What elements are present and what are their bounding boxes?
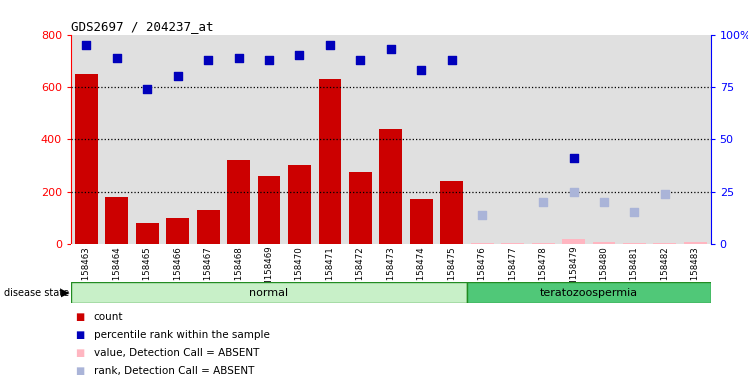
Text: GSM158473: GSM158473 xyxy=(386,246,396,298)
Bar xyxy=(375,35,406,244)
Bar xyxy=(680,35,711,244)
Text: GSM158475: GSM158475 xyxy=(447,246,456,298)
Bar xyxy=(345,35,375,244)
Text: GSM158466: GSM158466 xyxy=(173,246,183,298)
Text: GSM158474: GSM158474 xyxy=(417,246,426,298)
Text: teratozoospermia: teratozoospermia xyxy=(540,288,638,298)
Bar xyxy=(558,35,589,244)
Text: GSM158478: GSM158478 xyxy=(539,246,548,298)
Point xyxy=(80,42,92,48)
Bar xyxy=(136,223,159,244)
Text: ▶: ▶ xyxy=(61,288,70,298)
Point xyxy=(659,190,671,197)
Text: GSM158470: GSM158470 xyxy=(295,246,304,298)
Bar xyxy=(349,172,372,244)
Bar xyxy=(441,181,463,244)
Text: GSM158463: GSM158463 xyxy=(82,246,91,298)
Point xyxy=(324,42,336,48)
Bar xyxy=(650,35,680,244)
Point xyxy=(202,56,214,63)
Point xyxy=(568,189,580,195)
Point xyxy=(141,86,153,92)
Point xyxy=(446,56,458,63)
Bar xyxy=(71,35,102,244)
Bar xyxy=(315,35,345,244)
Bar xyxy=(105,197,128,244)
Bar xyxy=(197,210,219,244)
Text: GSM158472: GSM158472 xyxy=(356,246,365,298)
Bar xyxy=(257,176,280,244)
Text: GSM158469: GSM158469 xyxy=(265,246,274,298)
Point xyxy=(111,55,123,61)
Text: GSM158471: GSM158471 xyxy=(325,246,334,298)
Bar xyxy=(684,242,707,244)
Point xyxy=(598,199,610,205)
Bar xyxy=(654,243,676,244)
Bar xyxy=(102,35,132,244)
Text: ■: ■ xyxy=(75,348,84,358)
Text: GSM158468: GSM158468 xyxy=(234,246,243,298)
Bar xyxy=(319,79,341,244)
Text: GSM158467: GSM158467 xyxy=(203,246,212,298)
Bar xyxy=(497,35,528,244)
Bar xyxy=(75,74,98,244)
Text: ■: ■ xyxy=(75,366,84,376)
Bar xyxy=(528,35,558,244)
Point xyxy=(293,53,305,59)
Bar xyxy=(284,35,315,244)
Point xyxy=(384,46,396,52)
Bar xyxy=(437,35,467,244)
Bar xyxy=(227,160,250,244)
Bar xyxy=(71,282,467,303)
Text: normal: normal xyxy=(249,288,289,298)
Text: GSM158476: GSM158476 xyxy=(478,246,487,298)
Point xyxy=(415,67,427,73)
Bar xyxy=(467,35,497,244)
Text: rank, Detection Call = ABSENT: rank, Detection Call = ABSENT xyxy=(94,366,254,376)
Bar xyxy=(193,35,224,244)
Point xyxy=(263,56,275,63)
Bar xyxy=(470,243,494,244)
Bar xyxy=(162,35,193,244)
Text: GDS2697 / 204237_at: GDS2697 / 204237_at xyxy=(71,20,214,33)
Text: GSM158480: GSM158480 xyxy=(599,246,609,298)
Text: value, Detection Call = ABSENT: value, Detection Call = ABSENT xyxy=(94,348,259,358)
Point xyxy=(233,55,245,61)
Point xyxy=(171,73,183,79)
Text: GSM158465: GSM158465 xyxy=(143,246,152,298)
Bar xyxy=(254,35,284,244)
Point xyxy=(628,209,640,215)
Text: GSM158479: GSM158479 xyxy=(569,246,578,298)
Bar xyxy=(132,35,162,244)
Bar xyxy=(501,243,524,244)
Bar xyxy=(467,282,711,303)
Text: GSM158477: GSM158477 xyxy=(508,246,517,298)
Bar xyxy=(623,243,646,244)
Bar xyxy=(532,243,554,244)
Text: GSM158464: GSM158464 xyxy=(112,246,121,298)
Text: GSM158483: GSM158483 xyxy=(691,246,700,298)
Bar xyxy=(410,199,432,244)
Bar xyxy=(619,35,650,244)
Text: count: count xyxy=(94,312,123,322)
Bar xyxy=(224,35,254,244)
Point xyxy=(476,212,488,218)
Text: GSM158481: GSM158481 xyxy=(630,246,639,298)
Point xyxy=(355,56,367,63)
Point xyxy=(568,155,580,161)
Text: GSM158482: GSM158482 xyxy=(660,246,669,298)
Bar xyxy=(379,129,402,244)
Text: ■: ■ xyxy=(75,330,84,340)
Bar xyxy=(166,218,189,244)
Bar xyxy=(592,242,616,244)
Bar xyxy=(288,166,311,244)
Point xyxy=(537,199,549,205)
Text: disease state: disease state xyxy=(4,288,69,298)
Bar xyxy=(406,35,437,244)
Bar xyxy=(562,238,585,244)
Text: ■: ■ xyxy=(75,312,84,322)
Bar xyxy=(589,35,619,244)
Text: percentile rank within the sample: percentile rank within the sample xyxy=(94,330,269,340)
